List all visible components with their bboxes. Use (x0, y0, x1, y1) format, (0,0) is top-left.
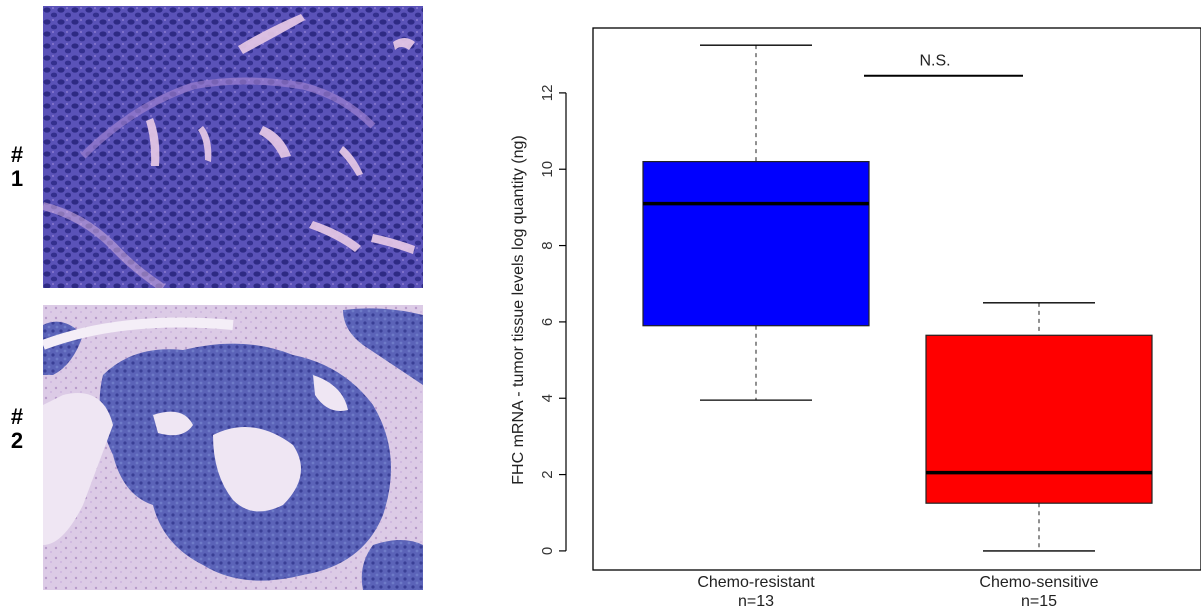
histology-image-2 (43, 305, 423, 590)
y-tick-label: 0 (539, 547, 556, 555)
significance-annotation: N.S. (864, 53, 1023, 77)
y-tick-label: 10 (539, 161, 556, 178)
panel-label-1-number: 1 (10, 166, 24, 191)
histology-image-1 (43, 6, 423, 288)
y-axis-title: FHC mRNA - tumor tissue levels log quant… (510, 135, 527, 484)
x-category-label: Chemo-resistant (697, 574, 815, 591)
box-chemo-resistant (642, 44, 870, 401)
y-tick-label: 4 (539, 394, 556, 402)
box-chemo-sensitive (925, 302, 1153, 552)
histology-micrograph-icon (43, 305, 423, 590)
y-tick-label: 6 (539, 318, 556, 326)
box-iqr (925, 334, 1153, 504)
x-sample-size-label: n=15 (1021, 593, 1057, 610)
y-tick-label: 2 (539, 470, 556, 478)
y-axis: 0 2 4 6 8 10 12 (539, 85, 567, 555)
x-axis-labels: Chemo-resistant n=13 Chemo-sensitive n=15 (697, 574, 1098, 610)
panel-label-1-hash: # (10, 142, 24, 167)
x-category-label: Chemo-sensitive (979, 574, 1098, 591)
box-series (642, 44, 1153, 552)
panel-label-2-number: 2 (10, 428, 24, 453)
panel-label-1: # 1 (2, 143, 32, 191)
panel-label-2: # 2 (2, 405, 32, 453)
significance-label: N.S. (919, 53, 950, 70)
y-tick-label: 8 (539, 241, 556, 249)
y-tick-label: 12 (539, 85, 556, 102)
x-sample-size-label: n=13 (738, 593, 774, 610)
panel-label-2-hash: # (10, 404, 24, 429)
plot-frame (592, 27, 1201, 571)
box-iqr (642, 160, 870, 327)
histology-micrograph-icon (43, 6, 423, 288)
